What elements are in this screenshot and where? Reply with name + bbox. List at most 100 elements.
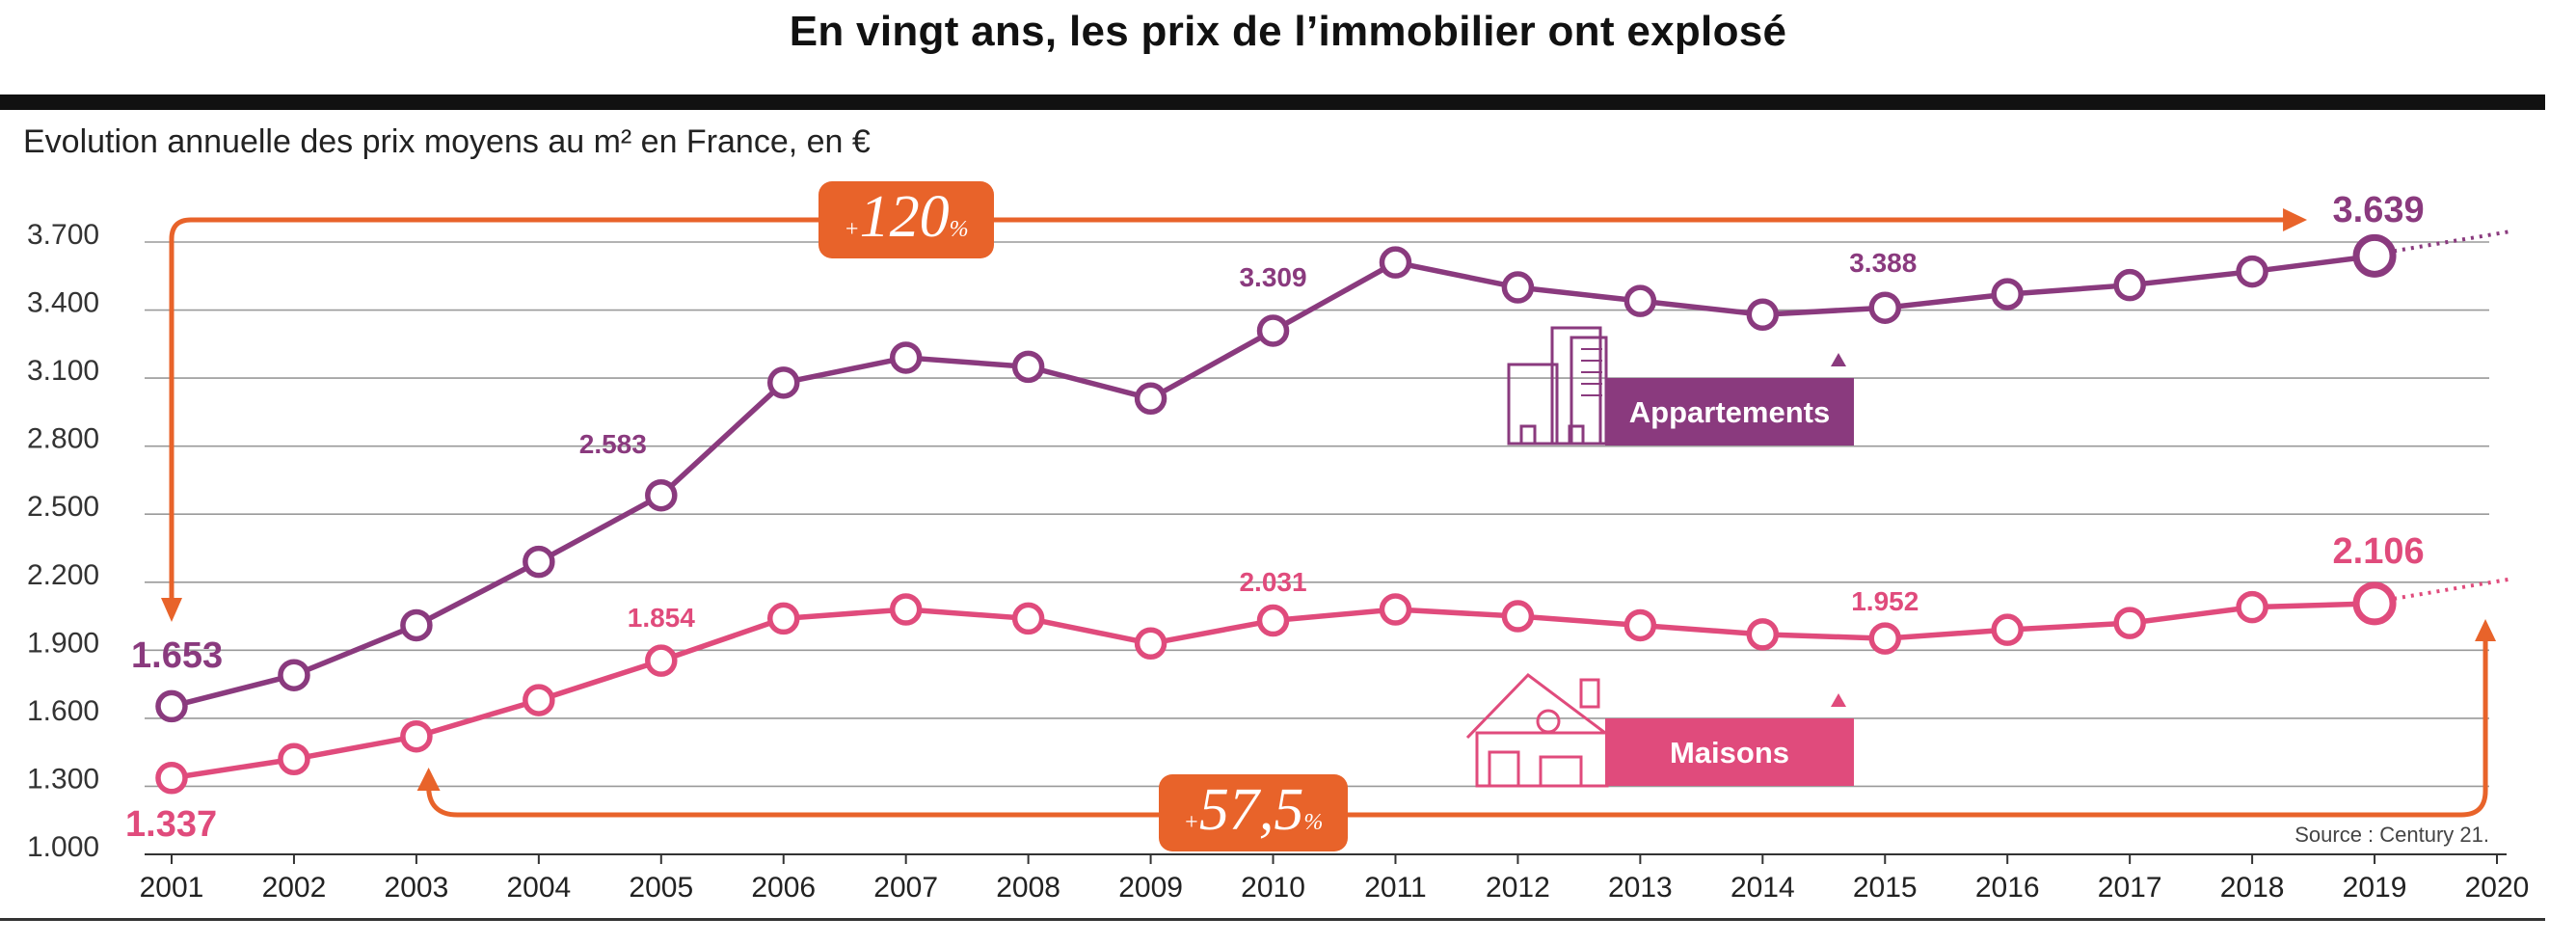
- percent-arrows: +120% +57,5%: [161, 181, 2497, 851]
- apartments-value-label: 3.309: [1239, 262, 1306, 292]
- house-part: [1539, 755, 1583, 788]
- x-tick-label: 2012: [1486, 872, 1550, 904]
- y-tick-label: 1.300: [27, 763, 99, 795]
- houses-point: [645, 644, 678, 677]
- apartments-value-label: 3.639: [2333, 190, 2425, 230]
- apartments-value-label: 2.583: [579, 429, 647, 459]
- up-triangle-icon: [1831, 693, 1846, 707]
- apartments-point: [278, 659, 310, 691]
- houses-value-label: 2.106: [2333, 531, 2425, 572]
- houses-point: [766, 602, 800, 635]
- apartments-point: [1134, 382, 1167, 416]
- x-tick-label: 2003: [385, 872, 449, 904]
- apartments-point: [766, 366, 800, 399]
- legend: Appartements Maisons: [1465, 326, 1854, 788]
- legend-tag: Maisons: [1465, 673, 1854, 788]
- houses-point: [400, 719, 433, 753]
- chart-subtitle: Evolution annuelle des prix moyens au m²…: [23, 123, 871, 160]
- building-part: [1507, 363, 1559, 446]
- x-tick-label: 2006: [751, 872, 816, 904]
- legend-tag-box: [1605, 378, 1854, 446]
- percent-badge-label: +120%: [844, 184, 968, 250]
- houses-point: [1991, 613, 2024, 646]
- apartments-point: [2352, 233, 2397, 278]
- apartments-point: [1501, 271, 1535, 304]
- house-part: [1536, 709, 1561, 734]
- apartments-point: [1011, 350, 1045, 384]
- x-tick-label: 2009: [1118, 872, 1183, 904]
- arrowhead: [2475, 619, 2497, 641]
- x-tick-label: 2020: [2465, 872, 2530, 904]
- houses-projection: [2393, 577, 2509, 601]
- houses-point: [1868, 622, 1902, 655]
- apartments-point: [2236, 255, 2268, 288]
- apartments-projection: [2393, 230, 2509, 254]
- apartments-series: 1.653 2.583 3.309 3.388 3.639: [131, 190, 2509, 723]
- y-tick-label: 1.000: [27, 831, 99, 863]
- chart-title: En vingt ans, les prix de l’immobilier o…: [789, 8, 1787, 55]
- houses-point: [889, 593, 923, 626]
- houses-point: [523, 684, 555, 716]
- houses-value-label: 1.854: [628, 603, 695, 633]
- apartments-growth-arrow: [169, 217, 2289, 603]
- legend-label: Appartements: [1629, 395, 1830, 429]
- x-tick-label: 2017: [2098, 872, 2162, 904]
- y-tick-label: 2.500: [27, 491, 99, 523]
- arrowhead: [161, 598, 182, 622]
- bottom-rule: [0, 918, 2545, 921]
- legend-label: Maisons: [1670, 736, 1789, 770]
- arrowhead: [2283, 208, 2308, 231]
- x-tick-label: 2011: [1364, 872, 1427, 904]
- x-tick-label: 2013: [1608, 872, 1673, 904]
- houses-point: [1256, 604, 1290, 637]
- apartments-value-label: 3.388: [1849, 248, 1917, 278]
- apartments-point: [1868, 291, 1902, 324]
- apartments-growth-badge: +120%: [818, 181, 994, 258]
- houses-point: [278, 742, 310, 775]
- y-tick-label: 2.800: [27, 423, 99, 455]
- houses-value-label: 1.337: [125, 804, 217, 845]
- house-part: [1488, 750, 1520, 788]
- y-tick-label: 1.600: [27, 695, 99, 727]
- grid-lines: [145, 241, 2489, 855]
- percent-badge-label: +57,5%: [1184, 777, 1324, 843]
- x-tick-label: 2019: [2343, 872, 2407, 904]
- x-tick-label: 2018: [2220, 872, 2285, 904]
- house-part: [1579, 678, 1600, 709]
- apartments-point: [645, 478, 678, 512]
- x-tick-label: 2001: [140, 872, 204, 904]
- apartment-building-icon: [1507, 326, 1608, 446]
- houses-point: [155, 761, 188, 795]
- series-lines: 1.653 2.583 3.309 3.388 3.639 1.337 1.854 2.031…: [125, 190, 2509, 845]
- percent-badge-box: [1159, 774, 1348, 851]
- house-icon: [1465, 673, 1609, 788]
- up-triangle-icon: [1831, 353, 1846, 366]
- legend-tag: Appartements: [1507, 326, 1854, 446]
- legend-tag-box: [1605, 718, 1854, 786]
- apartments-point: [523, 545, 555, 579]
- building-part: [1519, 424, 1537, 446]
- percent-badge-box: [818, 181, 994, 258]
- apartments-point: [1746, 298, 1780, 332]
- apartments-point: [2113, 268, 2146, 302]
- x-tick-label: 2007: [873, 872, 938, 904]
- axes: 1.000 1.300 1.600 1.900 2.200 2.500 2.800 3.100…: [27, 219, 2529, 904]
- houses-value-label: 2.031: [1239, 567, 1306, 597]
- apartments-value-label: 1.653: [131, 635, 223, 676]
- arrowhead: [416, 768, 441, 791]
- house-part: [1465, 673, 1606, 740]
- y-tick-label: 3.400: [27, 287, 99, 319]
- houses-point: [2113, 607, 2146, 639]
- apartments-point: [1256, 314, 1290, 347]
- y-tick-label: 2.200: [27, 559, 99, 591]
- x-tick-label: 2004: [506, 872, 571, 904]
- houses-series: 1.337 1.854 2.031 1.952 2.106: [125, 531, 2509, 845]
- houses-point: [2352, 581, 2397, 626]
- houses-value-label: 1.952: [1851, 586, 1919, 616]
- apartments-point: [1991, 278, 2024, 310]
- x-tick-label: 2010: [1241, 872, 1305, 904]
- y-tick-label: 3.700: [27, 219, 99, 251]
- y-tick-label: 1.900: [27, 627, 99, 659]
- houses-point: [1379, 593, 1412, 626]
